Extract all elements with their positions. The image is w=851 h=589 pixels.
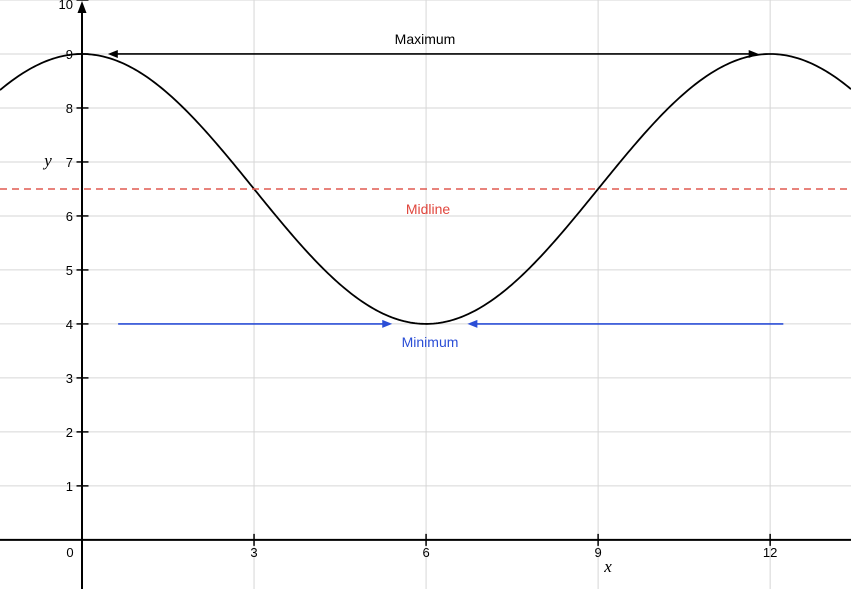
- x-tick-label-9: 9: [594, 545, 601, 560]
- x-tick-label-12: 12: [763, 545, 777, 560]
- x-tick-label-0: 0: [66, 545, 73, 560]
- maximum-arrowhead-left: [107, 49, 118, 58]
- y-tick-label-5: 5: [66, 263, 73, 278]
- y-tick-label-4: 4: [66, 317, 73, 332]
- cosine-curve: [0, 53, 851, 325]
- y-tick-label-6: 6: [66, 209, 73, 224]
- y-tick-label-8: 8: [66, 101, 73, 116]
- y-tick-label-3: 3: [66, 371, 73, 386]
- maximum-arrowhead-right: [748, 49, 759, 58]
- x-tick-label-3: 3: [250, 545, 257, 560]
- y-tick-label-10: 10: [59, 0, 73, 12]
- minimum-arrowhead-left: [467, 319, 478, 328]
- x-tick-label-6: 6: [422, 545, 429, 560]
- y-tick-label-2: 2: [66, 425, 73, 440]
- y-tick-label-7: 7: [66, 155, 73, 170]
- y-tick-label-1: 1: [66, 479, 73, 494]
- minimum-arrowhead-right: [382, 319, 393, 328]
- y-axis-arrowhead: [77, 1, 87, 13]
